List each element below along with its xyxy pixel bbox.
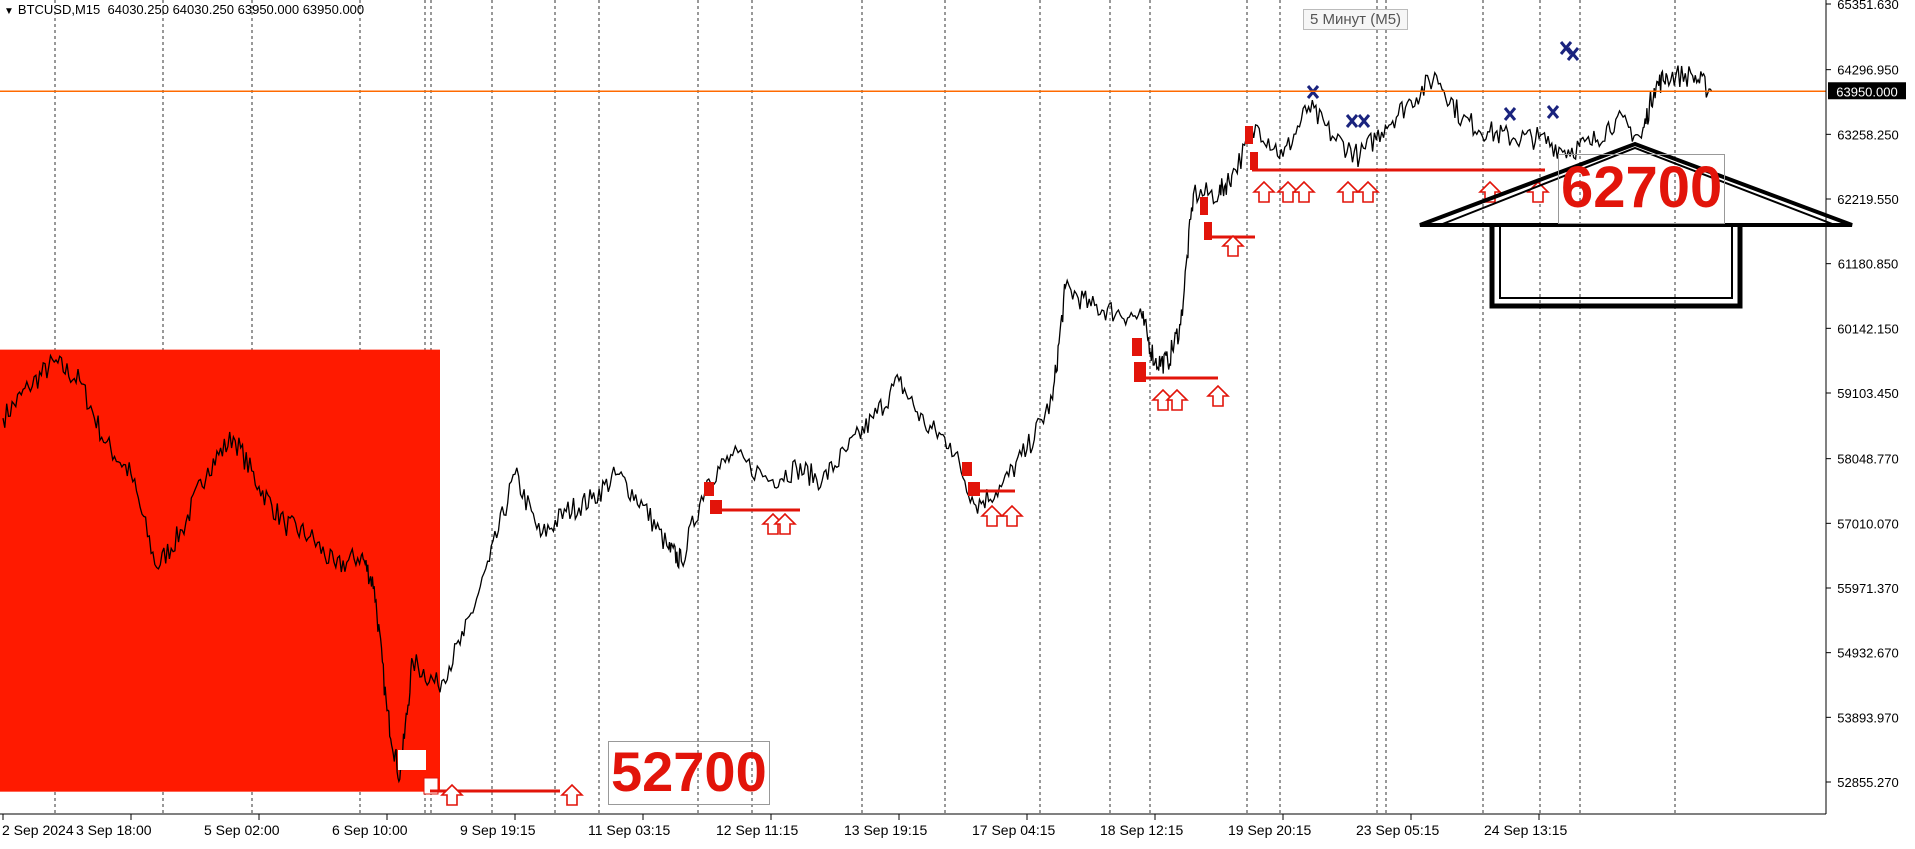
up-arrow-marker-12 (1292, 180, 1316, 203)
time-tick-label-6: 12 Sep 11:15 (716, 822, 798, 838)
signal-markers (398, 41, 1580, 806)
blue-cross-marker-4 (1546, 105, 1560, 119)
time-tick-label-7: 13 Sep 19:15 (844, 822, 928, 838)
up-arrow-marker-16 (1526, 180, 1550, 203)
house-arrow-drawing (1419, 141, 1853, 309)
up-arrow-marker-10 (1252, 180, 1276, 203)
time-tick-label-12: 24 Sep 13:15 (1484, 822, 1568, 838)
time-tick-labels: 2 Sep 2024 3 Sep 18:00 5 Sep 02:00 6 Sep 10… (2, 814, 1568, 838)
time-tick-label-11: 23 Sep 05:15 (1356, 822, 1440, 838)
time-tick-label-10: 19 Sep 20:15 (1228, 822, 1312, 838)
price-tick-label-12: 52855.270 (1837, 775, 1898, 790)
time-tick-label-4: 9 Sep 19:15 (460, 822, 536, 838)
price-tick-labels: 65351.630 64296.950 63258.250 62219.550 6118… (1826, 0, 1899, 790)
price-tick-label-9: 55971.370 (1837, 581, 1898, 596)
ohlc-values: 64030.250 64030.250 63950.000 63950.000 (107, 2, 365, 17)
up-arrow-marker-7 (1165, 388, 1189, 411)
red-block-marker-4 (1132, 338, 1142, 356)
demand-zones (0, 349, 440, 792)
price-tick-label-4: 61180.850 (1838, 257, 1899, 272)
blue-cross-marker-2 (1357, 114, 1371, 128)
current-price-label: 63950.000 (1836, 84, 1897, 99)
up-arrow-marker-14 (1356, 180, 1380, 203)
red-block-marker-8 (1245, 126, 1253, 144)
white-block-marker-0 (398, 750, 426, 770)
red-block-marker-3 (968, 482, 980, 496)
up-arrow-marker-1 (560, 783, 584, 806)
price-tick-label-0: 65351.630 (1837, 0, 1898, 12)
up-arrow-marker-11 (1276, 180, 1300, 203)
up-arrow-marker-13 (1336, 180, 1360, 203)
up-arrow-marker-8 (1206, 384, 1230, 407)
time-tick-label-0: 2 Sep 2024 (2, 822, 74, 838)
red-block-marker-9 (1250, 152, 1258, 170)
up-arrow-marker-6 (1151, 388, 1175, 411)
red-block-marker-7 (1204, 222, 1212, 240)
blue-cross-marker-6 (1566, 47, 1580, 61)
low-target-label: 52700 (608, 741, 770, 805)
price-tick-label-3: 62219.550 (1837, 192, 1898, 207)
price-tick-label-8: 57010.070 (1837, 516, 1898, 531)
price-tick-label-7: 58048.770 (1837, 452, 1898, 467)
time-tick-label-3: 6 Sep 10:00 (332, 822, 408, 838)
red-block-marker-2 (962, 462, 972, 476)
price-tick-label-10: 54932.670 (1837, 646, 1898, 661)
up-arrow-marker-5 (1000, 504, 1024, 527)
time-tick-label-2: 5 Sep 02:00 (204, 822, 280, 838)
blue-cross-marker-1 (1345, 114, 1359, 128)
timeframe-tooltip: 5 Минут (M5) (1303, 9, 1409, 30)
current-price-tag: 63950.000 (1828, 82, 1906, 100)
time-tick-label-9: 18 Sep 12:15 (1100, 822, 1184, 838)
price-tick-label-1: 64296.950 (1837, 63, 1898, 78)
price-tick-label-2: 63258.250 (1837, 127, 1898, 142)
high-target-label: 62700 (1558, 154, 1726, 224)
red-block-marker-1 (710, 500, 722, 514)
blue-cross-marker-5 (1559, 41, 1573, 55)
collapse-triangle-icon[interactable]: ▼ (4, 6, 14, 17)
up-arrow-marker-9 (1221, 234, 1245, 257)
symbol-timeframe: BTCUSD,M15 (17, 2, 101, 17)
time-tick-label-1: 3 Sep 18:00 (76, 822, 152, 838)
up-arrow-marker-4 (980, 504, 1004, 527)
time-tick-label-8: 17 Sep 04:15 (972, 822, 1056, 838)
price-series-line (2, 65, 1713, 784)
red-block-marker-6 (1200, 197, 1208, 215)
time-tick-label-5: 11 Sep 03:15 (588, 822, 670, 838)
demand-zone-main (0, 349, 440, 792)
up-arrow-marker-3 (773, 512, 797, 535)
price-tick-label-6: 59103.450 (1837, 386, 1898, 401)
up-arrow-marker-2 (761, 512, 785, 535)
price-tick-label-11: 53893.970 (1837, 710, 1898, 725)
up-arrow-marker-0 (440, 783, 464, 806)
price-tick-label-5: 60142.150 (1837, 321, 1898, 336)
chart-header: ▼ BTCUSD,M15 64030.250 64030.250 63950.00… (4, 2, 364, 17)
red-block-marker-0 (704, 482, 714, 496)
blue-cross-marker-3 (1503, 107, 1517, 121)
